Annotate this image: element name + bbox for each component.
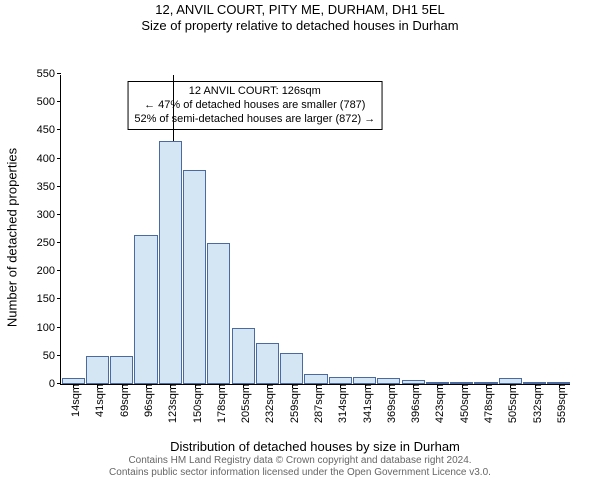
x-tick: 205sqm: [234, 384, 252, 423]
y-tick: 550: [37, 68, 61, 80]
y-tick: 500: [37, 96, 61, 108]
annotation-line-3: 52% of semi-detached houses are larger (…: [134, 113, 375, 127]
y-axis-label: Number of detached properties: [5, 83, 20, 393]
histogram-bar: [207, 243, 230, 384]
annotation-line-1: 12 ANVIL COURT: 126sqm: [134, 85, 375, 99]
histogram-bar: [134, 235, 157, 384]
histogram-bar: [183, 170, 206, 384]
y-tick: 350: [37, 181, 61, 193]
footer-line-1: Contains HM Land Registry data © Crown c…: [0, 455, 600, 467]
page-subtitle: Size of property relative to detached ho…: [0, 18, 600, 33]
histogram-bar: [159, 141, 182, 384]
x-tick: 450sqm: [453, 384, 471, 423]
x-tick: 478sqm: [477, 384, 495, 423]
y-tick: 250: [37, 237, 61, 249]
x-tick: 559sqm: [550, 384, 568, 423]
y-tick: 100: [37, 322, 61, 334]
y-tick: 400: [37, 153, 61, 165]
chart-container: Number of detached properties 12 ANVIL C…: [0, 33, 600, 453]
histogram-bar: [329, 377, 352, 384]
annotation-line-2: ← 47% of detached houses are smaller (78…: [134, 99, 375, 113]
footer: Contains HM Land Registry data © Crown c…: [0, 453, 600, 479]
y-tick: 200: [37, 265, 61, 277]
histogram-bar: [110, 356, 133, 384]
x-tick: 314sqm: [331, 384, 349, 423]
histogram-bar: [232, 328, 255, 384]
x-axis-label: Distribution of detached houses by size …: [60, 439, 570, 454]
plot-area: 12 ANVIL COURT: 126sqm ← 47% of detached…: [60, 75, 570, 385]
x-tick: 341sqm: [356, 384, 374, 423]
page-title: 12, ANVIL COURT, PITY ME, DURHAM, DH1 5E…: [0, 2, 600, 17]
x-tick: 505sqm: [501, 384, 519, 423]
y-tick: 300: [37, 209, 61, 221]
histogram-bar: [353, 377, 376, 384]
x-tick: 41sqm: [88, 384, 106, 417]
y-tick: 150: [37, 293, 61, 305]
x-tick: 287sqm: [307, 384, 325, 423]
y-tick: 50: [43, 350, 61, 362]
x-tick: 123sqm: [161, 384, 179, 423]
x-tick: 532sqm: [526, 384, 544, 423]
histogram-bar: [86, 356, 109, 384]
histogram-bar: [256, 343, 279, 384]
x-tick: 14sqm: [64, 384, 82, 417]
x-tick: 150sqm: [186, 384, 204, 423]
x-tick: 232sqm: [258, 384, 276, 423]
x-tick: 423sqm: [428, 384, 446, 423]
x-tick: 69sqm: [113, 384, 131, 417]
y-tick: 450: [37, 124, 61, 136]
x-tick: 96sqm: [137, 384, 155, 417]
y-tick: 0: [49, 378, 61, 390]
histogram-bar: [280, 353, 303, 384]
x-tick: 259sqm: [283, 384, 301, 423]
annotation-box: 12 ANVIL COURT: 126sqm ← 47% of detached…: [127, 81, 382, 130]
x-tick: 396sqm: [404, 384, 422, 423]
x-tick: 369sqm: [380, 384, 398, 423]
footer-line-2: Contains public sector information licen…: [0, 467, 600, 479]
histogram-bar: [304, 374, 327, 384]
x-tick: 178sqm: [210, 384, 228, 423]
